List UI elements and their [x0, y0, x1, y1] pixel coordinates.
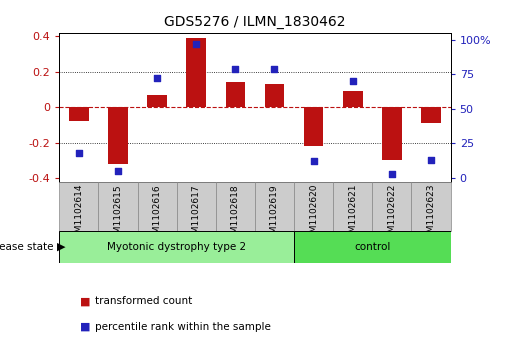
Text: GSM1102615: GSM1102615 [113, 184, 123, 245]
Bar [294, 182, 333, 231]
Text: GSM1102619: GSM1102619 [270, 184, 279, 245]
Text: disease state: disease state [0, 242, 57, 252]
Bar [147, 95, 167, 107]
Bar [108, 107, 128, 164]
Text: GSM1102621: GSM1102621 [348, 184, 357, 244]
Bar [59, 231, 294, 263]
Point [114, 168, 122, 174]
Bar [98, 182, 138, 231]
Bar [216, 182, 255, 231]
Text: percentile rank within the sample: percentile rank within the sample [95, 322, 271, 332]
Text: ■: ■ [80, 322, 90, 332]
Bar [411, 182, 451, 231]
Point [270, 66, 279, 72]
Text: GSM1102614: GSM1102614 [74, 184, 83, 244]
Point [75, 150, 83, 156]
Text: GSM1102623: GSM1102623 [426, 184, 436, 244]
Bar [186, 38, 206, 107]
Bar [265, 84, 284, 107]
Point [231, 66, 239, 72]
Text: control: control [354, 242, 390, 252]
Text: Myotonic dystrophy type 2: Myotonic dystrophy type 2 [107, 242, 246, 252]
Bar [333, 182, 372, 231]
Text: GDS5276 / ILMN_1830462: GDS5276 / ILMN_1830462 [164, 15, 346, 29]
Point [192, 41, 200, 46]
Text: ▶: ▶ [57, 242, 65, 252]
Text: GSM1102618: GSM1102618 [231, 184, 240, 245]
Bar [138, 182, 177, 231]
Bar [69, 107, 89, 121]
Point [310, 158, 318, 164]
Text: ■: ■ [80, 296, 90, 306]
Bar [304, 107, 323, 146]
Text: transformed count: transformed count [95, 296, 193, 306]
Point [153, 76, 161, 81]
Bar [372, 182, 411, 231]
Bar [343, 91, 363, 107]
Bar [177, 182, 216, 231]
Bar [421, 107, 441, 123]
Point [349, 78, 357, 84]
Text: GSM1102617: GSM1102617 [192, 184, 201, 245]
Bar [226, 82, 245, 107]
Bar [294, 231, 451, 263]
Text: GSM1102620: GSM1102620 [309, 184, 318, 244]
Bar [59, 182, 98, 231]
Point [427, 157, 435, 163]
Text: GSM1102616: GSM1102616 [152, 184, 162, 245]
Bar [255, 182, 294, 231]
Point [388, 171, 396, 177]
Text: GSM1102622: GSM1102622 [387, 184, 397, 244]
Bar [382, 107, 402, 160]
